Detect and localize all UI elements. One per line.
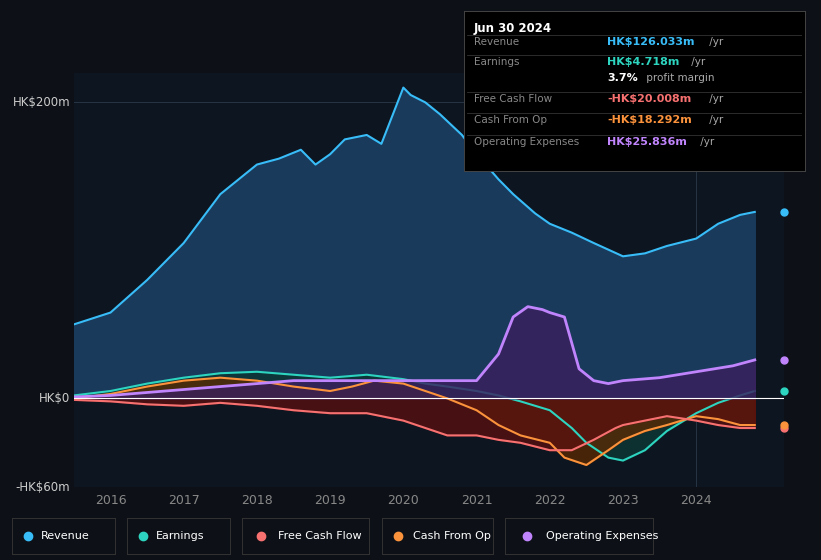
Text: /yr: /yr [706, 36, 723, 46]
Text: Earnings: Earnings [156, 531, 204, 541]
Text: -HK$60m: -HK$60m [16, 480, 71, 494]
Text: -HK$20.008m: -HK$20.008m [607, 94, 691, 104]
Text: 3.7%: 3.7% [607, 73, 638, 83]
Text: /yr: /yr [697, 137, 714, 147]
Text: HK$4.718m: HK$4.718m [607, 57, 679, 67]
Text: Operating Expenses: Operating Expenses [546, 531, 658, 541]
Text: Free Cash Flow: Free Cash Flow [277, 531, 361, 541]
Text: /yr: /yr [706, 115, 723, 125]
Text: Operating Expenses: Operating Expenses [474, 137, 580, 147]
Text: HK$126.033m: HK$126.033m [607, 36, 695, 46]
Text: /yr: /yr [706, 94, 723, 104]
Text: HK$0: HK$0 [39, 392, 71, 405]
Text: /yr: /yr [688, 57, 705, 67]
Text: profit margin: profit margin [643, 73, 714, 83]
Text: -HK$18.292m: -HK$18.292m [607, 115, 692, 125]
Text: Cash From Op: Cash From Op [413, 531, 491, 541]
Text: Revenue: Revenue [474, 36, 519, 46]
Text: HK$25.836m: HK$25.836m [607, 137, 687, 147]
Text: Earnings: Earnings [474, 57, 520, 67]
Text: Jun 30 2024: Jun 30 2024 [474, 22, 553, 35]
Text: Cash From Op: Cash From Op [474, 115, 547, 125]
Text: Free Cash Flow: Free Cash Flow [474, 94, 553, 104]
Text: Revenue: Revenue [41, 531, 89, 541]
Text: HK$200m: HK$200m [12, 96, 71, 109]
